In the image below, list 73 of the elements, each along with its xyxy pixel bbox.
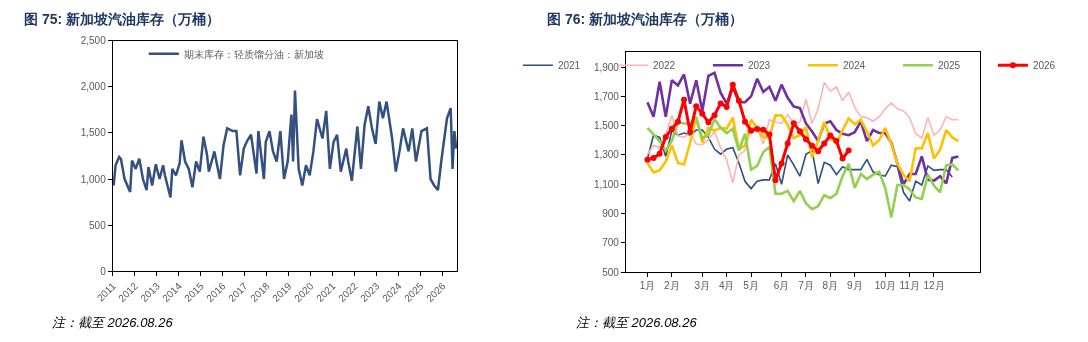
point bbox=[668, 125, 675, 132]
text: 注：截至 2026.08.26 bbox=[52, 315, 174, 330]
legend-label: 2022 bbox=[652, 60, 676, 72]
point bbox=[833, 137, 840, 144]
text: 注：截至 2026.08.26 bbox=[576, 315, 698, 330]
point bbox=[705, 119, 712, 126]
point bbox=[662, 134, 669, 141]
legend-label: 2025 bbox=[937, 60, 961, 72]
point bbox=[723, 103, 730, 110]
point bbox=[650, 155, 657, 162]
y-tick-label: 1,300 bbox=[593, 149, 620, 161]
y-tick-label: 2,500 bbox=[80, 35, 107, 47]
chart-title: 图 75: 新加坡汽油库存（万桶） bbox=[24, 11, 221, 27]
x-tick-label: 9月 bbox=[846, 280, 863, 292]
y-tick-label: 500 bbox=[602, 266, 620, 278]
legend-label: 2026 bbox=[1032, 60, 1056, 72]
y-tick-label: 1,000 bbox=[80, 173, 107, 185]
y-tick-label: 1,100 bbox=[593, 178, 620, 190]
point bbox=[772, 177, 779, 184]
point bbox=[815, 148, 822, 155]
point bbox=[802, 136, 809, 143]
chart-title: 图 76: 新加坡汽油库存（万桶） bbox=[547, 11, 744, 27]
x-tick-label: 2月 bbox=[664, 280, 680, 292]
legend-label: 期末库存：轻质馏分油：新加坡 bbox=[183, 48, 324, 60]
point bbox=[735, 97, 742, 104]
point bbox=[674, 118, 681, 125]
legend-label: 2023 bbox=[747, 60, 771, 72]
x-tick-label: 12月 bbox=[923, 280, 945, 292]
point bbox=[778, 160, 785, 167]
y-tick-label: 1,900 bbox=[593, 61, 620, 73]
y-tick-label: 1,500 bbox=[593, 120, 620, 132]
point bbox=[741, 118, 748, 125]
y-tick-label: 2,000 bbox=[80, 81, 107, 93]
point bbox=[821, 140, 828, 147]
point bbox=[656, 150, 663, 157]
point bbox=[687, 128, 694, 135]
point bbox=[839, 155, 846, 162]
y-tick-label: 500 bbox=[89, 219, 107, 231]
x-tick-label: 5月 bbox=[743, 280, 759, 292]
y-tick-label: 1,700 bbox=[593, 90, 620, 102]
x-tick-label: 4月 bbox=[718, 280, 735, 292]
point bbox=[681, 96, 688, 103]
point bbox=[784, 140, 791, 147]
point bbox=[699, 110, 706, 117]
point bbox=[711, 112, 718, 119]
point bbox=[644, 156, 651, 163]
point bbox=[796, 128, 803, 135]
point bbox=[790, 120, 797, 127]
x-tick-label: 10月 bbox=[874, 280, 896, 292]
point bbox=[717, 100, 724, 107]
x-tick-label: 6月 bbox=[773, 280, 790, 292]
x-tick-label: 8月 bbox=[822, 280, 839, 292]
legend-label: 2024 bbox=[842, 60, 866, 72]
line-series bbox=[646, 114, 960, 183]
y-tick-label: 0 bbox=[100, 265, 107, 277]
point bbox=[827, 132, 834, 139]
point bbox=[845, 147, 852, 154]
line-series bbox=[112, 89, 458, 199]
x-tick-label: 11月 bbox=[899, 280, 920, 292]
y-tick-label: 900 bbox=[602, 208, 620, 220]
x-tick-label: 7月 bbox=[798, 280, 814, 292]
legend-label: 2021 bbox=[557, 60, 581, 72]
y-tick-label: 700 bbox=[602, 237, 620, 249]
point bbox=[693, 103, 700, 110]
x-tick-label: 3月 bbox=[694, 280, 711, 292]
point bbox=[748, 127, 755, 134]
x-tick-label: 1月 bbox=[639, 280, 656, 292]
y-tick-label: 1,500 bbox=[80, 127, 107, 139]
point bbox=[754, 126, 761, 133]
point bbox=[760, 126, 767, 133]
point bbox=[766, 131, 773, 138]
point bbox=[809, 142, 816, 149]
point bbox=[729, 81, 736, 88]
